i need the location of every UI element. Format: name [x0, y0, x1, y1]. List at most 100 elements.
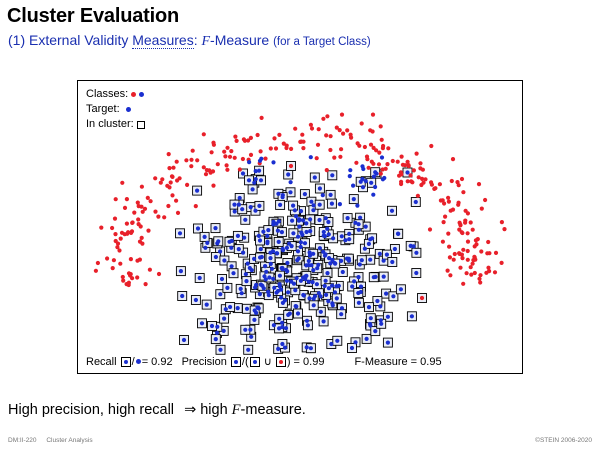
- legend-in-cluster: In cluster:: [86, 117, 145, 132]
- red-point: [416, 175, 421, 180]
- red-point: [174, 198, 179, 203]
- blue-point: [301, 218, 306, 223]
- scatter-figure: Classes: Target: In cluster: Recall / = …: [77, 80, 523, 374]
- blue-point: [396, 231, 401, 236]
- red-point: [338, 154, 343, 159]
- blue-point: [371, 275, 376, 280]
- red-point: [419, 182, 424, 188]
- blue-point: [307, 296, 312, 301]
- blue-point: [250, 187, 255, 192]
- blue-point: [295, 311, 301, 316]
- blue-dot-icon: [233, 359, 238, 364]
- footer-topic: Cluster Analysis: [46, 437, 93, 444]
- blue-point: [323, 278, 328, 283]
- red-point: [371, 145, 376, 150]
- f-symbol: F: [201, 34, 211, 49]
- red-point: [137, 239, 143, 244]
- blue-point: [316, 291, 321, 296]
- red-point: [145, 195, 150, 200]
- blue-point: [326, 286, 331, 291]
- blue-point: [349, 345, 355, 351]
- red-point: [446, 231, 451, 236]
- blue-point: [293, 288, 298, 293]
- blue-point: [311, 268, 316, 273]
- fmeasure-metric: F-Measure = 0.95: [354, 355, 442, 368]
- blue-point: [363, 179, 368, 184]
- red-point: [419, 295, 425, 301]
- blue-point: [323, 216, 328, 221]
- blue-point: [227, 239, 232, 244]
- red-point: [255, 132, 260, 138]
- blue-point: [276, 346, 281, 351]
- blue-point: [413, 199, 418, 205]
- red-point: [386, 146, 391, 151]
- blue-dot-icon: [135, 359, 141, 364]
- blue-point: [360, 177, 365, 182]
- blue-point: [327, 256, 332, 261]
- blue-point: [379, 321, 384, 326]
- red-point: [211, 183, 216, 188]
- blue-point: [326, 299, 331, 304]
- blue-point: [307, 250, 312, 255]
- red-point: [324, 133, 329, 138]
- blue-point: [245, 261, 250, 266]
- blue-point: [205, 240, 210, 245]
- blue-point: [317, 217, 322, 223]
- blue-point: [333, 261, 338, 266]
- red-point: [130, 276, 135, 281]
- red-point: [377, 150, 382, 155]
- red-point: [445, 268, 450, 273]
- red-point: [470, 227, 475, 232]
- red-point: [195, 158, 200, 163]
- blue-point: [214, 330, 220, 335]
- blue-point: [321, 229, 326, 235]
- blue-point: [378, 318, 383, 323]
- red-point: [459, 230, 464, 235]
- legend-in-cluster-label: In cluster:: [86, 118, 134, 130]
- blue-point: [335, 338, 340, 343]
- red-point: [113, 232, 118, 237]
- blue-point: [277, 316, 282, 321]
- red-point: [160, 177, 165, 182]
- blue-point: [243, 217, 248, 222]
- red-point: [438, 198, 443, 203]
- blue-point: [368, 316, 373, 321]
- blue-point: [304, 221, 309, 226]
- red-point: [95, 260, 100, 266]
- blue-point: [177, 231, 183, 236]
- red-point: [223, 154, 228, 159]
- red-point: [409, 179, 414, 184]
- recall-value: = 0.92: [141, 355, 173, 368]
- blue-point: [398, 287, 403, 292]
- blue-point: [232, 209, 237, 214]
- red-point: [441, 220, 446, 225]
- blue-point: [296, 218, 301, 223]
- red-point: [456, 202, 461, 207]
- blue-point: [353, 340, 358, 345]
- blue-point: [370, 236, 375, 241]
- blue-point: [301, 292, 306, 298]
- blue-point: [298, 244, 303, 250]
- blue-point: [195, 226, 201, 231]
- red-point: [137, 257, 142, 262]
- blue-point: [229, 245, 234, 250]
- red-point: [184, 158, 189, 163]
- blue-point: [236, 247, 241, 252]
- blue-point: [348, 168, 353, 173]
- blue-point: [258, 247, 263, 252]
- red-point: [357, 143, 362, 148]
- blue-point: [222, 316, 227, 321]
- blue-point: [294, 276, 299, 281]
- blue-point: [209, 323, 215, 329]
- red-point: [478, 273, 483, 278]
- measures-link[interactable]: Measures: [132, 32, 194, 49]
- red-point: [110, 225, 115, 231]
- statement-prefix: High precision, high recall: [8, 402, 175, 418]
- red-point: [470, 261, 475, 266]
- red-point: [446, 199, 451, 204]
- red-point: [448, 273, 453, 278]
- red-point: [273, 146, 279, 151]
- blue-point: [248, 327, 253, 332]
- red-point: [225, 145, 230, 150]
- red-point: [215, 162, 220, 167]
